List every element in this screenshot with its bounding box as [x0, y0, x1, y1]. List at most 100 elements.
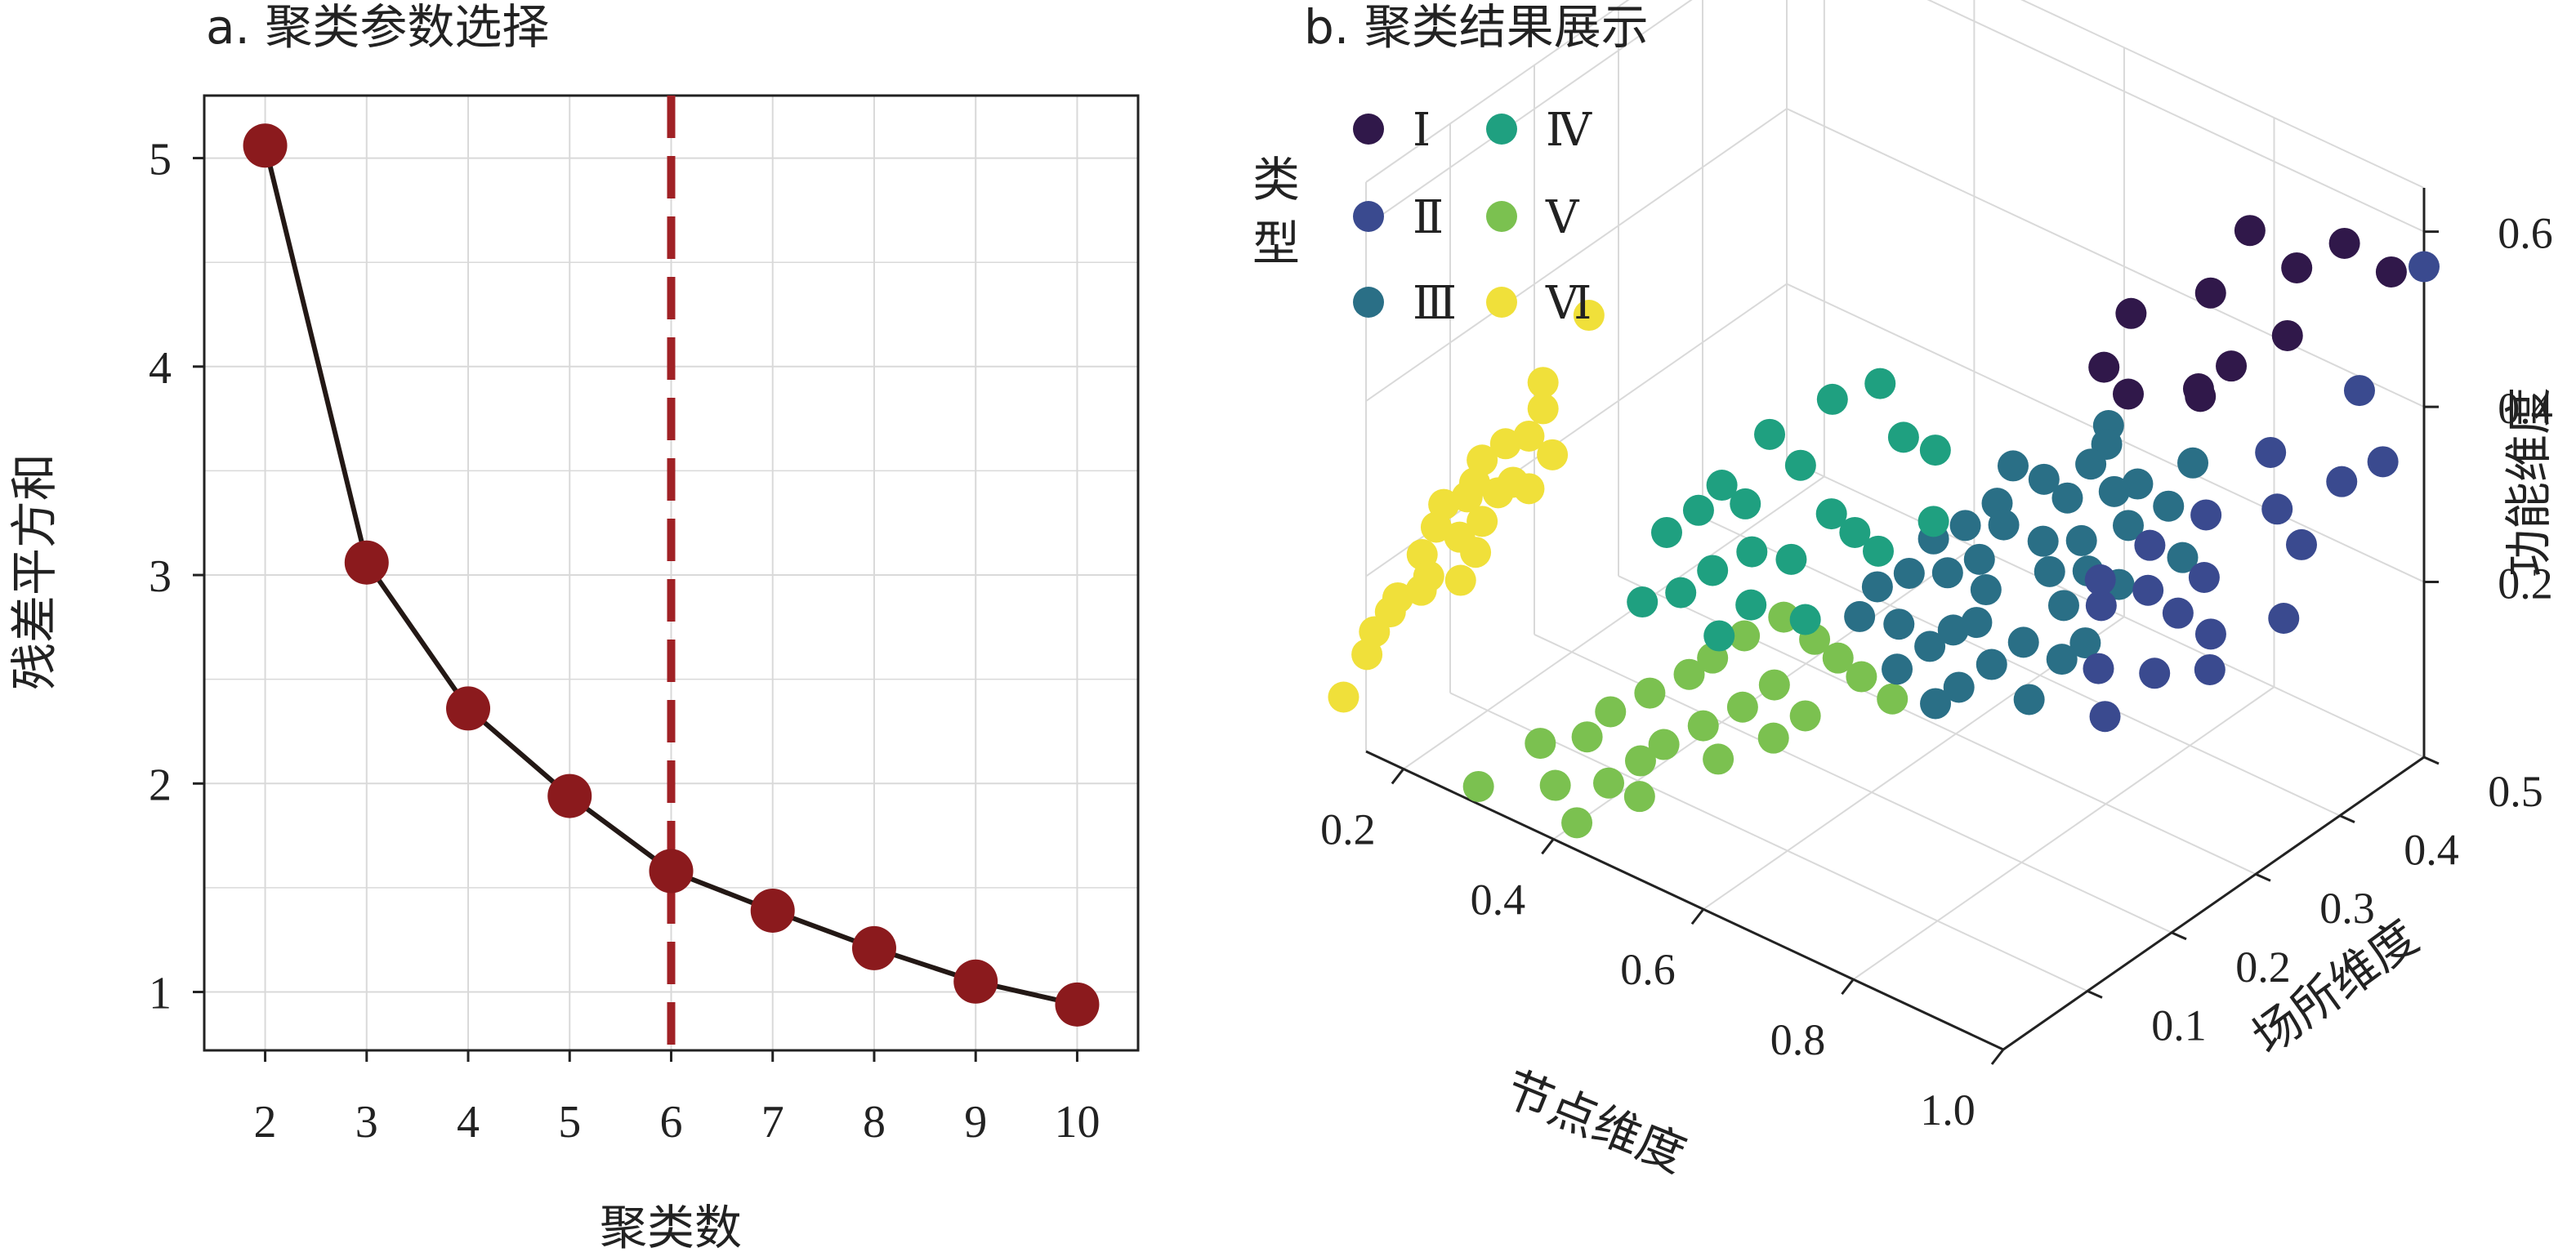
data-point	[2034, 555, 2065, 587]
panel-a-title: a. 聚类参数选择	[206, 0, 549, 55]
data-point	[1914, 631, 1946, 662]
data-point	[243, 123, 288, 168]
data-point	[2098, 475, 2130, 507]
data-point	[2113, 378, 2144, 410]
legend-title-char-2: 型	[1252, 216, 1300, 271]
z-tick-label: 0.4	[2498, 384, 2553, 433]
data-point	[2409, 251, 2440, 283]
data-point	[2134, 529, 2166, 561]
legend-title-char-1: 类	[1252, 152, 1300, 207]
left-wall-grid-z	[1365, 108, 1788, 402]
data-point	[2027, 525, 2059, 557]
data-point	[1561, 807, 1593, 839]
data-point	[1757, 722, 1789, 754]
floor-grid-y	[1449, 692, 2088, 992]
data-point	[1527, 367, 1559, 399]
x-tick-label: 7	[761, 1097, 784, 1148]
x-tick-label: 0.8	[1770, 1015, 1826, 1064]
data-point	[1917, 506, 1949, 537]
data-point	[2271, 319, 2303, 351]
panel-b-3d-scatter: 0.2 0.4 0.6 0.8 1.0 0.1 0.2 0.3 0.4 0.5 0.2 0.4 0.6 节…	[1252, 0, 2556, 1183]
data-point	[851, 925, 896, 970]
data-point	[2085, 590, 2117, 622]
data-point	[1976, 649, 2007, 680]
data-point	[1697, 555, 1729, 586]
x-tick-label: 2	[254, 1097, 277, 1148]
data-point	[1513, 420, 1545, 452]
data-point	[1919, 435, 1951, 466]
data-point	[1789, 700, 1821, 732]
x-tick-label: 5	[558, 1097, 581, 1148]
y-tick	[2255, 872, 2271, 882]
y-tick-label: 0.2	[2235, 943, 2291, 992]
y-tick-label: 0.1	[2151, 1001, 2207, 1050]
data-point	[2234, 215, 2266, 247]
data-point	[1754, 418, 1786, 450]
data-point	[1784, 449, 1816, 481]
data-point	[2255, 436, 2287, 468]
z-tick-label: 0.6	[2498, 209, 2553, 258]
data-point	[2132, 574, 2164, 606]
data-point	[2115, 297, 2147, 329]
data-point	[1055, 982, 1100, 1027]
data-point	[2177, 447, 2209, 479]
data-point	[1949, 510, 1981, 542]
data-point	[2047, 590, 2079, 622]
data-point	[2069, 627, 2101, 659]
data-point	[2343, 375, 2375, 407]
y-tick-label: 2	[149, 760, 172, 810]
data-point	[1893, 557, 1925, 589]
data-point	[1382, 582, 1413, 613]
data-point	[2028, 463, 2060, 495]
data-point	[1730, 488, 1761, 519]
legend-label: Ⅲ	[1413, 279, 1457, 329]
data-point	[1963, 543, 1995, 575]
y-tick	[2423, 756, 2440, 765]
data-point	[1920, 688, 1952, 720]
x-axis-label: 聚类数	[600, 1200, 742, 1255]
data-point	[1537, 439, 1569, 470]
data-point	[1623, 781, 1655, 813]
data-point	[1497, 466, 1529, 498]
data-point	[2089, 701, 2121, 733]
data-point	[1593, 767, 1625, 799]
data-point	[1822, 642, 1854, 674]
data-point	[1595, 696, 1627, 728]
data-point	[1883, 608, 1915, 640]
legend-marker	[1353, 287, 1384, 318]
y-tick-label: 0.5	[2488, 767, 2543, 816]
data-point	[2281, 252, 2313, 283]
data-point	[1634, 677, 1666, 709]
data-point	[1573, 300, 1605, 332]
data-point	[1665, 577, 1697, 608]
legend-marker	[1486, 201, 1517, 232]
data-point	[1877, 683, 1909, 715]
pane-edge	[2020, 0, 2425, 189]
data-point	[2375, 256, 2407, 288]
x-tick-label: 10	[1054, 1097, 1100, 1148]
data-point	[1736, 536, 1768, 568]
data-point	[2083, 653, 2114, 684]
data-point	[1682, 494, 1714, 526]
x-tick	[1990, 1049, 2005, 1065]
x-tick	[1391, 768, 1405, 785]
data-point	[1882, 653, 1913, 685]
data-point	[2046, 644, 2078, 675]
pane-edge	[1365, 0, 1630, 183]
data-point	[1729, 620, 1761, 652]
data-point	[2153, 490, 2185, 522]
data-point	[2051, 482, 2083, 514]
data-point	[2216, 350, 2248, 382]
data-point	[1703, 620, 1735, 652]
y-tick-label: 1	[149, 969, 172, 1019]
data-point	[1726, 691, 1758, 723]
panel-b-title: b. 聚类结果展示	[1304, 0, 1649, 55]
data-point	[2113, 510, 2144, 542]
data-point	[1846, 661, 1877, 693]
x-tick-label: 3	[355, 1097, 378, 1148]
data-point	[1862, 535, 1894, 567]
floor-grid-x	[1852, 686, 2275, 980]
data-point	[2122, 468, 2154, 500]
data-point	[2367, 446, 2399, 478]
data-point	[1988, 509, 2020, 541]
